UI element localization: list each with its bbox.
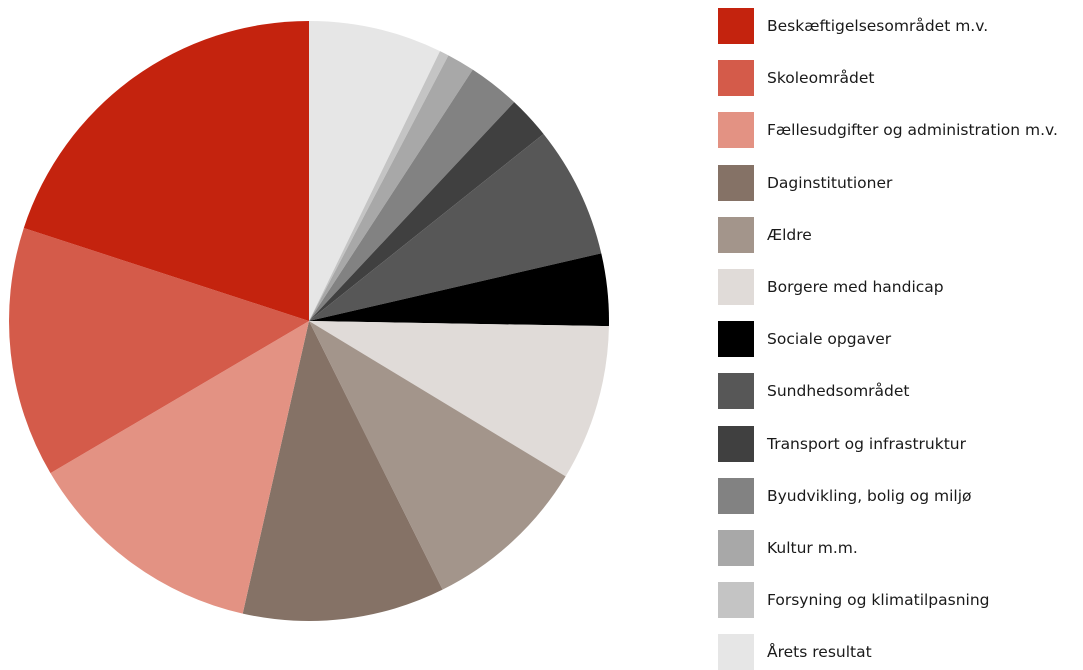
legend-swatch xyxy=(718,164,754,201)
legend-swatch xyxy=(718,634,754,670)
legend-item: Byudvikling, bolig og miljø xyxy=(718,477,1083,514)
pie-slice-7 xyxy=(309,321,609,477)
legend-swatch xyxy=(718,216,754,253)
legend-label: Beskæftigelsesområdet m.v. xyxy=(767,17,989,35)
legend-label: Fællesudgifter og administration m.v. xyxy=(767,121,1058,140)
pie-slice-8 xyxy=(309,321,566,590)
legend-swatch xyxy=(718,8,754,44)
legend-item: Fællesudgifter og administration m.v. xyxy=(718,112,1083,149)
legend-item: Beskæftigelsesområdet m.v. xyxy=(718,8,1083,44)
legend-label: Sundhedsområdet xyxy=(767,382,910,401)
legend-swatch xyxy=(718,425,754,462)
pie-slice-6 xyxy=(309,253,610,327)
legend-label: Byudvikling, bolig og miljø xyxy=(767,486,972,505)
legend-item: Sociale opgaver xyxy=(718,321,1083,358)
legend-item: Årets resultat xyxy=(718,634,1083,670)
legend-swatch xyxy=(718,269,754,305)
legend-swatch xyxy=(718,112,754,149)
legend-item: Transport og infrastruktur xyxy=(718,425,1083,462)
legend-swatch xyxy=(718,530,754,566)
pie-slice-10 xyxy=(50,321,310,614)
legend-label: Forsyning og klimatilpasning xyxy=(767,591,990,610)
legend-item: Skoleområdet xyxy=(718,60,1083,97)
legend-swatch xyxy=(718,60,754,97)
pie-slice-3 xyxy=(309,69,515,322)
legend-item: Kultur m.m. xyxy=(718,530,1083,566)
legend-swatch xyxy=(718,321,754,358)
legend-label: Ældre xyxy=(767,225,812,244)
legend-label: Borgere med handicap xyxy=(767,278,944,296)
legend-item: Ældre xyxy=(718,216,1083,253)
legend-label: Årets resultat xyxy=(767,643,872,662)
pie-chart xyxy=(9,21,610,622)
legend-item: Sundhedsområdet xyxy=(718,373,1083,410)
legend-item: Daginstitutioner xyxy=(718,164,1083,201)
pie-slice-4 xyxy=(309,102,544,322)
legend-label: Daginstitutioner xyxy=(767,173,893,192)
legend-label: Skoleområdet xyxy=(767,69,875,88)
legend-swatch xyxy=(718,373,754,410)
pie-slice-1 xyxy=(309,51,449,322)
pie-slice-0 xyxy=(309,21,441,321)
legend-swatch xyxy=(718,477,754,514)
legend-label: Kultur m.m. xyxy=(767,539,858,557)
pie-slice-11 xyxy=(9,227,310,474)
legend-item: Forsyning og klimatilpasning xyxy=(718,582,1083,619)
legend-swatch xyxy=(718,582,754,619)
pie-slice-12 xyxy=(23,21,310,321)
legend-item: Borgere med handicap xyxy=(718,269,1083,305)
pie-slice-2 xyxy=(309,55,473,322)
legend-label: Sociale opgaver xyxy=(767,330,892,349)
pie-slice-5 xyxy=(309,133,602,321)
pie-slice-9 xyxy=(242,321,443,622)
legend-label: Transport og infrastruktur xyxy=(767,434,966,453)
